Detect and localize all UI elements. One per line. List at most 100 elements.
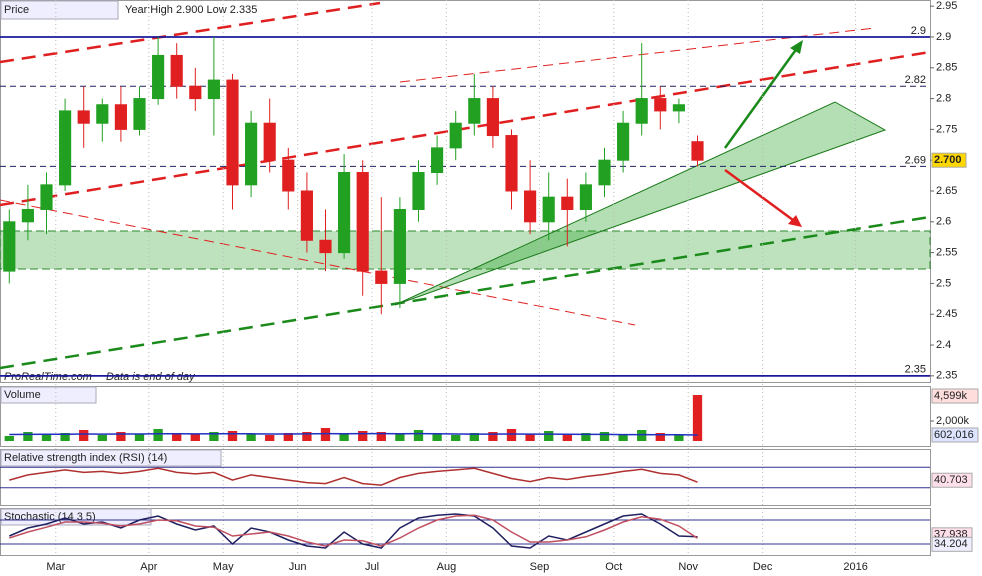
volume-bar [4,436,14,441]
value-label-box [931,427,979,443]
x-tick-label: May [213,561,234,573]
candle-body [189,85,202,100]
candle-body [486,98,499,137]
candle-body [617,122,630,161]
volume-bar [97,435,107,441]
candle-body [114,104,127,130]
volume-bar [655,433,665,441]
note: Data is end of day [106,371,196,383]
volume-bar [525,434,535,441]
trendline [0,1,381,64]
volume-bar [674,435,684,441]
source: ProRealTime.com [4,371,92,383]
level-label: 2.82 [905,74,926,86]
candle-body [3,221,16,272]
trendline [0,215,931,370]
volume-bar [172,433,182,441]
y-tick-label: 2.6 [936,216,951,228]
candle-body [672,104,685,112]
volume-bar [637,430,647,441]
panel-title: Volume [4,389,41,401]
volume-bar [562,435,572,441]
candle-body [245,122,258,186]
y-tick-label: 2.8 [936,92,951,104]
rsi-panel [0,449,931,506]
value-label-box [931,388,979,404]
candle-body [449,122,462,149]
candle-body [375,270,388,284]
candle-body [356,172,369,272]
x-tick-label: Oct [605,561,622,573]
volume-bar [23,432,33,441]
volume-bar [339,434,349,441]
y-tick-label: 2,000k [936,415,970,427]
y-tick-label: 2.4 [936,339,951,351]
candle-body [96,104,109,124]
header-box [0,386,97,404]
candle-body [300,190,313,241]
x-tick-label: Dec [753,561,773,573]
y-tick-label: 2.45 [936,308,957,320]
volume-bar [413,430,424,441]
candle-body [635,98,648,124]
y-tick-label: 2.95 [936,0,957,12]
value-label: 40.703 [934,474,968,486]
candle-body [282,159,295,192]
header-box [0,449,222,467]
candle-body [133,98,146,130]
candle-body [654,98,667,112]
panel-title: Relative strength index (RSI) (14) [4,452,167,464]
price-label: 2.700 [934,154,962,166]
candle-body [207,79,220,100]
series-line [9,514,698,547]
value-label: 4,599k [934,390,968,402]
candle-body [561,196,574,210]
stochastic-panel [0,508,931,556]
x-tick-label: 2016 [843,561,867,573]
value-label: 602,016 [934,429,974,441]
volume-bar [320,428,331,441]
candle-body [170,54,183,87]
price-label-box [931,152,967,168]
volume-bar [302,432,312,441]
candle-body [524,190,537,223]
candle-body [579,184,592,210]
volume-bar [60,433,70,441]
volume-bar [190,434,200,441]
volume-bar [451,435,461,441]
volume-bar [116,432,126,441]
panel-title: Price [4,4,29,16]
level-label: 2.9 [911,25,926,37]
trendline [0,199,636,326]
candle-body [319,239,332,254]
volume-bar [469,433,479,441]
volume-panel [0,386,931,447]
panel-title: Stochastic (14 3 5) [4,511,96,523]
y-tick-label: 2.35 [936,370,957,382]
x-tick-label: Jul [365,561,379,573]
x-tick-label: Jun [289,561,307,573]
volume-bar [153,429,163,441]
volume-bar [41,434,52,441]
volume-bar [692,395,703,441]
candle-body [542,196,555,223]
trendline [0,50,931,207]
y-tick-label: 2.75 [936,123,957,135]
volume-bar [544,431,554,441]
candle-body [393,208,406,284]
arrow-head [790,40,803,54]
volume-bar [488,432,498,441]
candle-body [412,172,425,210]
y-tick-label: 2.9 [936,31,951,43]
y-tick-label: 2.55 [936,247,957,259]
volume-bar [376,432,386,441]
series-line [9,432,698,436]
arrow [724,168,798,225]
y-tick-label: 2.85 [936,62,957,74]
volume-bar [246,434,256,441]
candle-body [468,98,481,124]
volume-bar [265,435,275,441]
volume-bar [209,432,219,441]
level-label: 2.69 [905,154,926,166]
